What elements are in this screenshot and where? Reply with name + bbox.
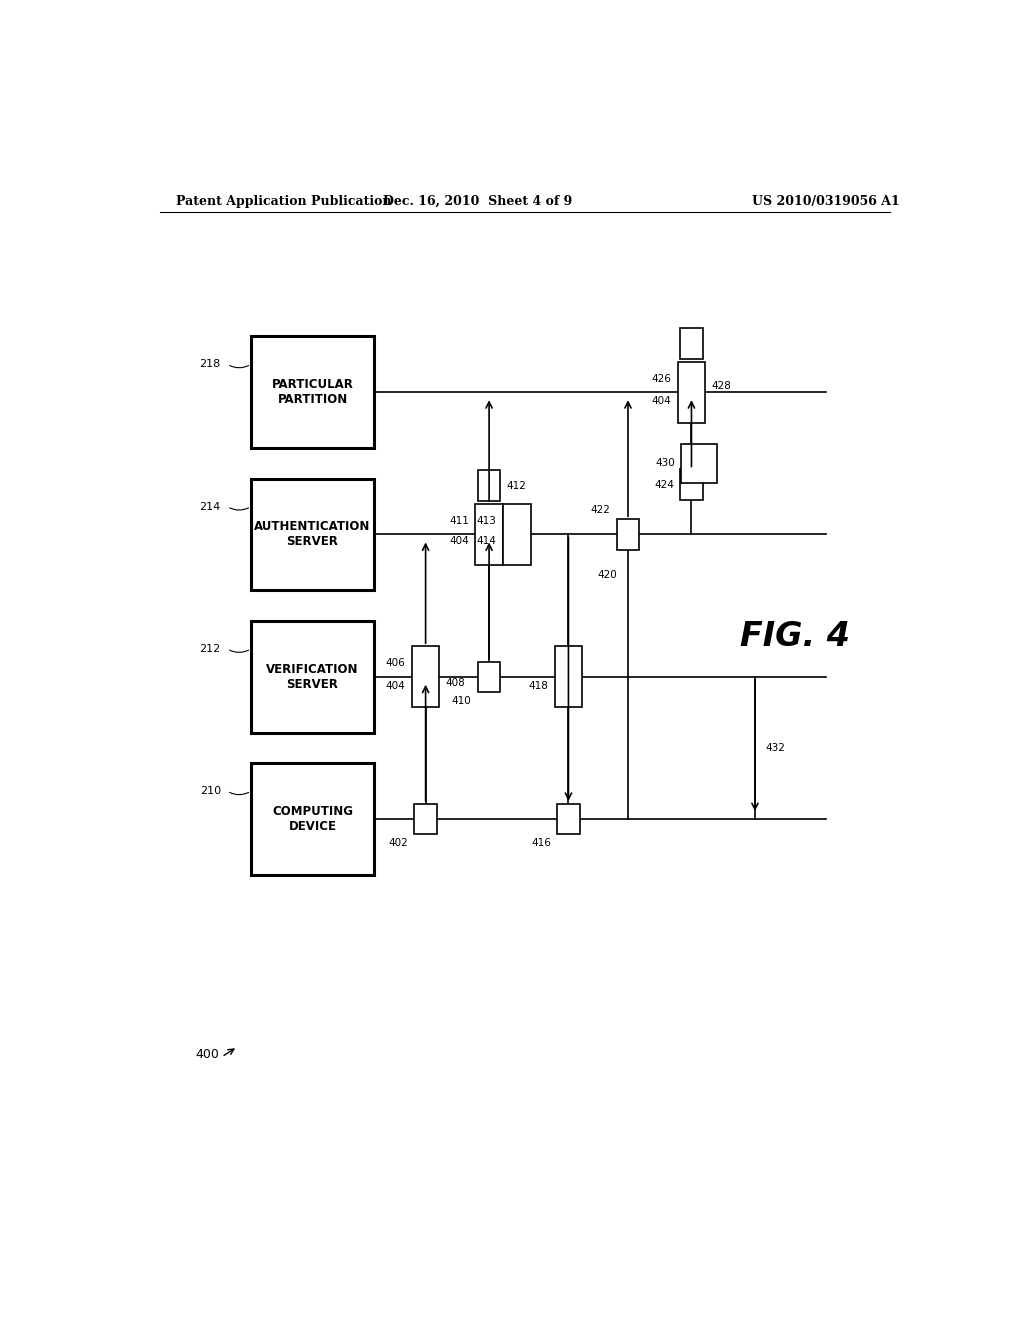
Text: Patent Application Publication: Patent Application Publication [176, 194, 391, 207]
Bar [478, 470, 500, 500]
Text: 408: 408 [445, 678, 466, 688]
Text: 404: 404 [386, 681, 406, 690]
Text: 210: 210 [200, 787, 221, 796]
Text: 424: 424 [654, 479, 674, 490]
Text: 418: 418 [528, 681, 548, 690]
Text: 428: 428 [712, 381, 731, 391]
Bar [251, 337, 374, 447]
Text: COMPUTING
DEVICE: COMPUTING DEVICE [272, 805, 353, 833]
Bar [415, 804, 436, 834]
Text: Dec. 16, 2010  Sheet 4 of 9: Dec. 16, 2010 Sheet 4 of 9 [383, 194, 571, 207]
Text: 414: 414 [477, 536, 497, 545]
Text: US 2010/0319056 A1: US 2010/0319056 A1 [753, 194, 900, 207]
Text: VERIFICATION
SERVER: VERIFICATION SERVER [266, 663, 358, 690]
Text: 432: 432 [765, 743, 785, 752]
Text: 411: 411 [449, 516, 469, 527]
Text: 420: 420 [598, 570, 617, 579]
Bar [251, 479, 374, 590]
Text: 400: 400 [196, 1048, 219, 1061]
Bar [557, 804, 580, 834]
Bar [475, 504, 503, 565]
Text: AUTHENTICATION
SERVER: AUTHENTICATION SERVER [254, 520, 371, 549]
Bar [478, 661, 500, 692]
Bar [251, 763, 374, 875]
Bar [680, 329, 702, 359]
Text: 404: 404 [651, 396, 671, 407]
Text: 214: 214 [200, 502, 221, 512]
Text: 426: 426 [651, 374, 671, 384]
Bar [555, 647, 583, 708]
Bar [616, 519, 639, 549]
Text: 212: 212 [200, 644, 221, 653]
Text: 430: 430 [655, 458, 675, 469]
Text: 422: 422 [591, 506, 610, 515]
Text: 406: 406 [386, 659, 406, 668]
Bar [678, 362, 706, 422]
Text: FIG. 4: FIG. 4 [739, 619, 850, 652]
Text: PARTICULAR
PARTITION: PARTICULAR PARTITION [271, 378, 353, 407]
Text: 404: 404 [450, 536, 469, 545]
Bar [680, 470, 702, 500]
Text: 413: 413 [477, 516, 497, 527]
Bar [503, 504, 530, 565]
Bar [681, 444, 718, 483]
Bar [251, 620, 374, 733]
Text: 416: 416 [531, 838, 551, 849]
Text: 410: 410 [452, 696, 472, 706]
Bar [412, 647, 439, 708]
Text: 218: 218 [200, 359, 221, 370]
Text: 412: 412 [507, 480, 526, 491]
Text: 402: 402 [388, 838, 409, 849]
